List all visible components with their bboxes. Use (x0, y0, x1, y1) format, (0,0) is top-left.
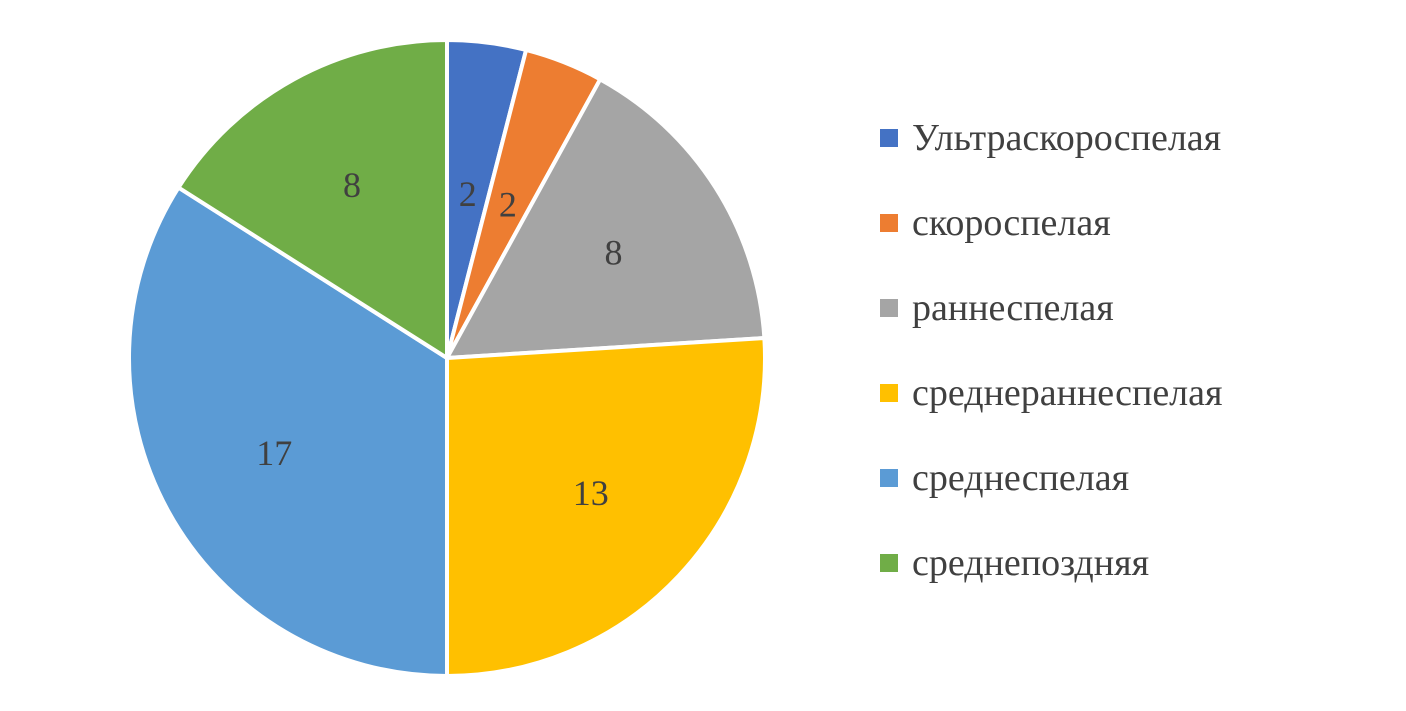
pie-slice-4 (445, 336, 767, 678)
legend-swatch-5 (880, 468, 898, 487)
pie-chart-plot: 2 2 8 13 17 8 (127, 38, 767, 678)
legend-label-6: среднепоздняя (912, 541, 1150, 584)
legend-item-2: скороспелая (880, 180, 1223, 265)
data-label-2: 2 (499, 184, 517, 224)
legend-swatch-4 (880, 383, 898, 402)
legend-item-5: среднеспелая (880, 435, 1223, 520)
data-label-5: 17 (256, 433, 292, 473)
legend-item-4: среднераннеспелая (880, 350, 1223, 435)
legend-label-1: Ультраскороспелая (912, 116, 1222, 159)
legend-item-6: среднепоздняя (880, 520, 1223, 605)
pie-slices (127, 38, 767, 678)
legend-label-3: раннеспелая (912, 286, 1114, 329)
legend-swatch-1 (880, 128, 898, 147)
pie-slice-6 (176, 38, 449, 360)
data-label-1: 2 (459, 174, 477, 214)
data-label-3: 8 (605, 232, 623, 272)
pie-data-labels: 2 2 8 13 17 8 (256, 165, 622, 513)
data-label-6: 8 (343, 165, 361, 205)
legend-label-4: среднераннеспелая (912, 371, 1223, 414)
legend-swatch-3 (880, 298, 898, 317)
legend-item-1: Ультраскороспелая (880, 95, 1223, 180)
pie-slice-3 (445, 77, 767, 360)
legend-item-3: раннеспелая (880, 265, 1223, 350)
legend-swatch-2 (880, 213, 898, 232)
legend-label-5: среднеспелая (912, 456, 1130, 499)
data-label-4: 13 (573, 473, 609, 513)
chart-legend: Ультраскороспелая скороспелая раннеспелая с… (880, 95, 1223, 605)
legend-swatch-6 (880, 553, 898, 572)
legend-label-2: скороспелая (912, 201, 1111, 244)
